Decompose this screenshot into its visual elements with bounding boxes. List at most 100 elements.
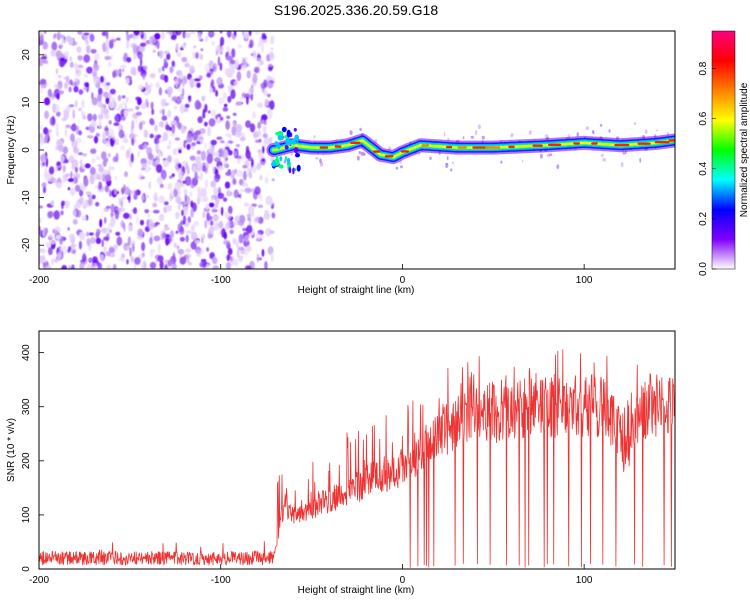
noise-blob <box>219 31 223 34</box>
noise-blob <box>85 126 91 131</box>
noise-blob <box>107 128 115 139</box>
x-tick-label: -200 <box>29 575 49 586</box>
noise-blob <box>174 137 180 141</box>
noise-blob <box>201 113 206 119</box>
noise-blob <box>226 115 231 120</box>
noise-blob <box>44 227 49 235</box>
signal-scatter-blob <box>633 122 637 125</box>
noise-blob <box>249 123 256 133</box>
noise-blob <box>223 197 228 202</box>
signal-scatter-blob <box>481 135 485 140</box>
noise-blob <box>44 265 52 269</box>
noise-blob <box>41 182 47 188</box>
noise-blob <box>168 140 172 145</box>
noise-blob <box>201 237 204 244</box>
noise-blob <box>161 66 165 72</box>
noise-blob <box>190 182 195 189</box>
burst-blob <box>278 164 284 169</box>
noise-blob <box>229 256 235 266</box>
noise-blob <box>212 62 218 73</box>
noise-blob <box>148 181 152 190</box>
noise-blob <box>202 211 206 219</box>
noise-blob <box>220 206 224 216</box>
noise-blob <box>181 56 188 63</box>
noise-blob <box>208 118 216 127</box>
noise-blob <box>154 222 160 225</box>
noise-blob <box>269 51 274 59</box>
noise-blob <box>87 113 93 122</box>
noise-blob <box>266 93 271 98</box>
noise-blob <box>152 49 156 53</box>
noise-blob <box>217 165 224 171</box>
noise-blob <box>176 146 184 151</box>
noise-blob <box>73 77 79 82</box>
noise-blob <box>207 126 211 137</box>
noise-blob <box>103 91 109 99</box>
noise-blob <box>269 100 275 110</box>
noise-blob <box>182 215 187 225</box>
noise-blob <box>44 134 49 140</box>
noise-blob <box>248 87 255 94</box>
noise-blob <box>110 55 113 61</box>
noise-blob <box>42 59 49 64</box>
noise-blob <box>225 120 230 130</box>
noise-blob <box>252 73 258 84</box>
noise-blob <box>63 158 69 164</box>
noise-blob <box>96 228 101 236</box>
noise-blob <box>157 67 162 74</box>
noise-blob <box>140 158 147 165</box>
noise-blob <box>201 164 207 172</box>
spectrogram-noise-region <box>39 31 276 269</box>
noise-blob <box>141 163 148 168</box>
burst-blob <box>277 131 283 136</box>
noise-blob <box>139 219 145 226</box>
noise-blob <box>104 108 109 115</box>
noise-blob <box>64 200 70 209</box>
noise-blob <box>101 31 108 37</box>
noise-blob <box>215 89 219 97</box>
noise-blob <box>190 200 194 208</box>
noise-blob <box>223 158 228 168</box>
noise-blob <box>166 52 171 61</box>
noise-blob <box>74 62 78 70</box>
noise-blob <box>271 178 275 182</box>
noise-blob <box>185 234 189 243</box>
noise-blob <box>200 187 207 198</box>
noise-blob <box>133 53 137 61</box>
noise-blob <box>51 115 55 125</box>
noise-blob <box>163 50 170 55</box>
snr-panel: -200 -100 0 100 0 100 200 300 400 Height of str… <box>6 330 676 596</box>
noise-blob <box>61 202 64 210</box>
noise-blob <box>200 150 206 161</box>
y-tick-label: 300 <box>21 398 32 415</box>
noise-blob <box>211 41 216 46</box>
noise-blob <box>133 193 138 200</box>
noise-blob <box>156 176 164 185</box>
noise-blob <box>196 150 202 155</box>
noise-blob <box>213 222 219 231</box>
noise-blob <box>226 46 230 52</box>
x-tick-label: 100 <box>576 575 593 586</box>
noise-blob <box>197 116 203 124</box>
noise-blob <box>109 88 116 95</box>
noise-blob <box>78 130 82 136</box>
noise-blob <box>176 245 180 250</box>
noise-blob <box>245 150 251 159</box>
noise-blob <box>90 236 96 244</box>
noise-blob <box>204 103 208 113</box>
noise-blob <box>237 246 244 251</box>
noise-blob <box>112 263 117 269</box>
noise-blob <box>178 149 182 154</box>
noise-blob <box>184 103 190 109</box>
noise-blob <box>181 183 184 188</box>
noise-blob <box>143 129 148 138</box>
noise-blob <box>242 164 248 169</box>
noise-blob <box>130 43 138 49</box>
burst-blob <box>288 167 292 174</box>
noise-blob <box>65 124 72 129</box>
noise-blob <box>138 144 145 150</box>
noise-blob <box>261 119 265 124</box>
noise-blob <box>147 213 151 218</box>
noise-blob <box>163 226 170 231</box>
noise-blob <box>239 189 246 193</box>
